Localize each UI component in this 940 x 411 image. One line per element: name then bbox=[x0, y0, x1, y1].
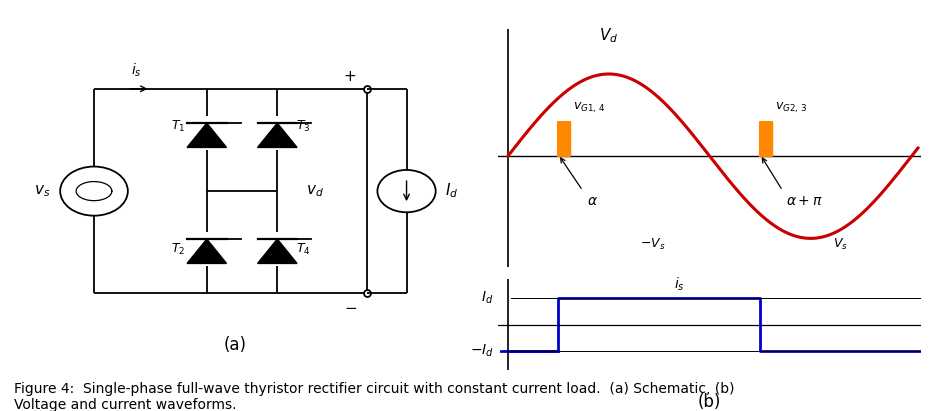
Text: $-I_d$: $-I_d$ bbox=[470, 343, 494, 360]
Text: +: + bbox=[344, 69, 356, 84]
Polygon shape bbox=[187, 239, 227, 263]
Text: $I_d$: $I_d$ bbox=[481, 290, 494, 306]
Text: $\alpha+\pi$: $\alpha+\pi$ bbox=[786, 194, 822, 208]
Polygon shape bbox=[558, 122, 570, 156]
Text: $V_d$: $V_d$ bbox=[599, 27, 619, 45]
Text: $v_s$: $v_s$ bbox=[35, 183, 51, 199]
Text: $T_3$: $T_3$ bbox=[296, 119, 310, 134]
Text: $T_1$: $T_1$ bbox=[171, 119, 186, 134]
Polygon shape bbox=[187, 123, 227, 148]
Text: $i_s$: $i_s$ bbox=[674, 276, 684, 293]
Text: $T_4$: $T_4$ bbox=[296, 242, 310, 256]
Text: $v_d$: $v_d$ bbox=[306, 183, 323, 199]
Text: (a): (a) bbox=[224, 336, 246, 353]
Text: $V_s$: $V_s$ bbox=[834, 237, 849, 252]
Text: $-V_s$: $-V_s$ bbox=[640, 237, 666, 252]
Text: Figure 4:  Single-phase full-wave thyristor rectifier circuit with constant curr: Figure 4: Single-phase full-wave thyrist… bbox=[14, 382, 734, 411]
Polygon shape bbox=[258, 123, 297, 148]
Text: $\alpha$: $\alpha$ bbox=[587, 194, 598, 208]
Text: (b): (b) bbox=[698, 393, 721, 411]
Text: $v_{G1,\, 4}$: $v_{G1,\, 4}$ bbox=[573, 101, 605, 115]
Text: $v_{G2,\, 3}$: $v_{G2,\, 3}$ bbox=[775, 101, 807, 115]
Polygon shape bbox=[760, 122, 772, 156]
Text: $i_s$: $i_s$ bbox=[131, 61, 142, 79]
Text: $I_d$: $I_d$ bbox=[445, 182, 459, 201]
Text: $-$: $-$ bbox=[344, 298, 356, 314]
Text: $T_2$: $T_2$ bbox=[171, 242, 186, 256]
Polygon shape bbox=[258, 239, 297, 263]
